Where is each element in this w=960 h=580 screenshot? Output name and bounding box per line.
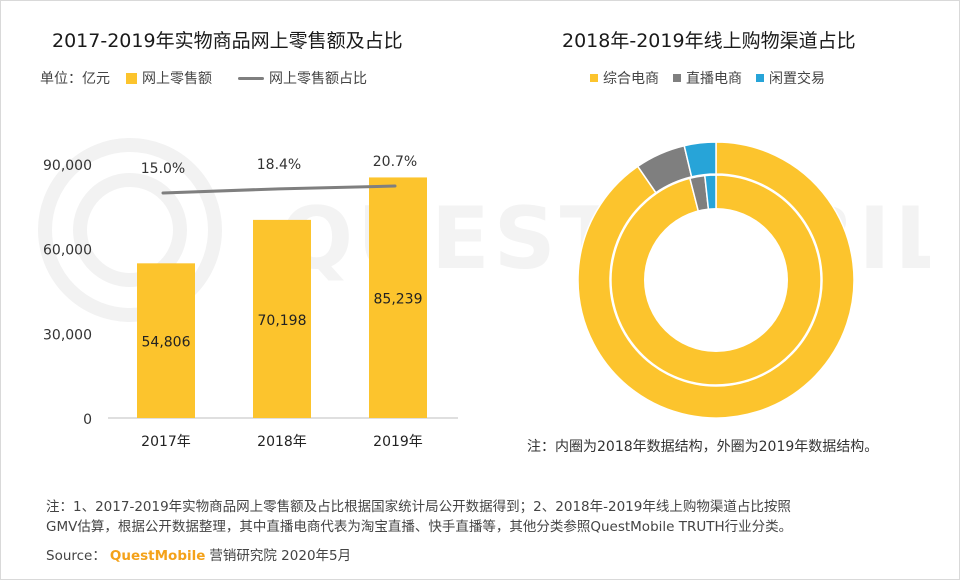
unit-label: 单位：亿元 <box>40 71 110 87</box>
live-legend-swatch <box>673 74 681 82</box>
bar-legend-label: 网上零售额 <box>142 71 212 87</box>
right-chart-title: 2018年-2019年线上购物渠道占比 <box>562 30 856 52</box>
source-line: Source： QuestMobile 营销研究院 2020年5月 <box>46 544 351 564</box>
bar <box>369 177 427 418</box>
line-value-label: 20.7% <box>373 154 417 170</box>
bar-legend-swatch <box>126 72 137 84</box>
y-tick-label: 60,000 <box>43 243 92 259</box>
donut-chart <box>577 141 855 419</box>
line-value-label: 18.4% <box>257 157 301 173</box>
source-brand: QuestMobile <box>109 548 206 564</box>
y-tick-label: 30,000 <box>43 327 92 343</box>
x-tick-label: 2019年 <box>373 434 423 450</box>
idle-legend-swatch <box>756 74 764 82</box>
outer-ring-slice-闲置交易 <box>683 141 717 178</box>
donut-note: 注：内圈为2018年数据结构，外圈为2019年数据结构。 <box>527 439 879 455</box>
idle-legend-label: 闲置交易 <box>769 71 825 87</box>
source-prefix: Source： <box>46 548 106 564</box>
footer-note-line1: 注：1、2017-2019年实物商品网上零售额及占比根据国家统计局公开数据得到；… <box>46 499 791 515</box>
x-tick-label: 2017年 <box>141 434 191 450</box>
integrated-legend-swatch <box>590 74 598 82</box>
source-suffix: 营销研究院 2020年5月 <box>209 548 352 564</box>
bar <box>253 219 311 418</box>
live-legend-label: 直播电商 <box>686 71 742 87</box>
bar-value-label: 85,239 <box>374 292 423 308</box>
outer-ring-slice-综合电商 <box>577 141 855 419</box>
bar-line-chart: 0 30,000 60,000 90,000 54,806 2017年 70,198 2018… <box>43 154 458 450</box>
line-legend-swatch <box>238 76 264 80</box>
y-tick-label: 90,000 <box>43 158 92 174</box>
left-chart-legend: 单位：亿元 网上零售额 网上零售额占比 <box>40 68 367 88</box>
line-legend-label: 网上零售额占比 <box>269 71 367 87</box>
bar-value-label: 70,198 <box>258 313 307 329</box>
footer-note-line2: GMV估算，根据公开数据整理，其中直播电商代表为淘宝直播、快手直播等，其他分类参… <box>46 519 793 535</box>
left-chart-title: 2017-2019年实物商品网上零售额及占比 <box>52 30 403 52</box>
bar <box>137 263 195 418</box>
line-series <box>161 184 397 195</box>
x-tick-label: 2018年 <box>257 434 307 450</box>
donut-hole <box>644 208 788 352</box>
integrated-legend-label: 综合电商 <box>603 71 659 87</box>
line-value-label: 15.0% <box>141 161 185 177</box>
bar-value-label: 54,806 <box>142 335 191 351</box>
y-tick-label: 0 <box>83 412 92 428</box>
right-chart-legend: 综合电商 直播电商 闲置交易 <box>590 68 825 88</box>
